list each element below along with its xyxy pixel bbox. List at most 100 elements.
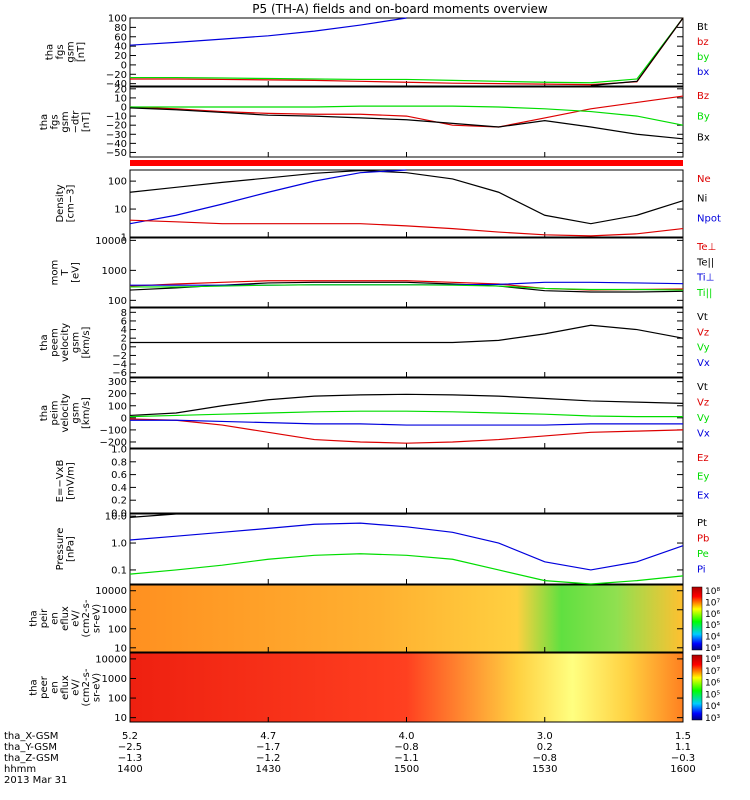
x-row-label: tha_X-GSM (4, 731, 58, 742)
y-axis-label: Pressure (55, 528, 66, 571)
x-value-x_gsm: 1.5 (675, 731, 691, 742)
y-axis-label: peer (39, 675, 50, 699)
x-value-y_gsm: 0.2 (537, 742, 553, 753)
y-tick-label: −10 (106, 112, 127, 123)
y-axis-label: tha (39, 114, 50, 130)
y-tick-label: 10 (114, 93, 127, 104)
y-axis-label: E=−VxB (55, 460, 66, 503)
y-tick-label: 10.0 (105, 512, 127, 523)
y-tick-label: 0.8 (111, 457, 127, 468)
y-tick-label: 6 (121, 316, 127, 327)
y-axis-label: eV/ (71, 679, 82, 696)
panel-frame (129, 169, 684, 238)
y-tick-label: 1000 (102, 674, 127, 685)
y-axis-label: gsm (60, 111, 71, 132)
x-value-hhmm: 1500 (394, 764, 419, 775)
x-value-x_gsm: 5.2 (122, 731, 138, 742)
y-tick-label: 0.6 (111, 470, 127, 481)
y-axis-label: eV/ (71, 610, 82, 627)
colorbar-tick: 10⁸ (705, 587, 720, 597)
x-row-label: 2013 Mar 31 (4, 775, 67, 786)
y-tick-label: 0.0 (111, 509, 127, 520)
legend-entry: Vz (697, 398, 709, 409)
x-value-y_gsm: −0.8 (394, 742, 418, 753)
y-tick-label: 0 (121, 60, 127, 71)
legend-entry: bx (697, 67, 709, 78)
x-value-z_gsm: −1.2 (256, 753, 280, 764)
x-value-z_gsm: −1.1 (394, 753, 418, 764)
x-value-z_gsm: −1.3 (118, 753, 142, 764)
panel-frame (129, 17, 684, 87)
legend-entry: Pb (697, 534, 709, 545)
series-fgs-gsm-detrended-By (130, 105, 684, 126)
series-pressure-Pe (129, 553, 684, 585)
series-peim-velocity-Vt (129, 393, 684, 417)
y-tick-label: 0.2 (111, 496, 127, 507)
colorbar-tick: 10⁴ (705, 633, 720, 643)
legend-entry: Vx (697, 429, 710, 440)
y-axis-label: fgs (55, 44, 66, 59)
y-tick-label: 10 (114, 205, 127, 216)
legend-entry: Vt (697, 382, 708, 393)
y-axis-label: tha (44, 44, 55, 60)
y-tick-label: −2 (112, 351, 127, 362)
y-axis-label: T (60, 269, 71, 277)
y-tick-label: −50 (106, 148, 127, 159)
y-axis-label: velocity (60, 393, 71, 432)
series-fgs-gsm-bz (130, 17, 684, 86)
legend-entry: Vz (697, 327, 709, 338)
series-fgs-gsm-detrended-Bz (129, 95, 684, 128)
y-axis-label: (cm2-s- (81, 599, 92, 637)
y-tick-label: 0 (121, 103, 127, 114)
panel-temperature: 10000 1000 100 mom T [eV] Te⊥ Te|| Ti⊥ Ti|| (50, 236, 716, 308)
colorbar-tick: 10⁵ (705, 621, 720, 631)
y-tick-label: 1.0 (111, 539, 127, 550)
x-value-x_gsm: 4.7 (260, 731, 276, 742)
y-tick-label: 1.0 (111, 445, 127, 456)
legend-entry: Bz (697, 91, 709, 102)
x-value-z_gsm: −0.8 (533, 753, 557, 764)
spectrogram-peir-en-eflux (130, 585, 683, 652)
colorbar-tick: 10⁶ (705, 610, 720, 620)
spectrogram-peer-en-eflux (130, 653, 683, 722)
y-axis-label: peir (39, 608, 50, 628)
y-tick-label: 10000 (95, 586, 127, 597)
y-tick-label: −20 (106, 70, 127, 81)
y-axis-label: mom (50, 260, 61, 286)
y-axis-label: fgs (50, 114, 61, 129)
colorbar-tick: 10⁷ (705, 598, 720, 608)
y-tick-label: 0 (121, 413, 127, 424)
y-tick-label: 10000 (95, 236, 127, 247)
series-peim-velocity-Vx (130, 419, 683, 426)
y-axis-label: peim (50, 400, 61, 425)
y-tick-label: 0 (121, 342, 127, 353)
legend-entry: Bt (697, 22, 708, 33)
y-tick-label: 8 (121, 308, 127, 319)
legend-entry: Vy (697, 413, 710, 424)
panel-e-vxb: 1.00.8 0.6 0.4 0.2 0.0 E=−VxB [mV/m] Ez Ey Ex (55, 445, 710, 520)
y-tick-label: 1000 (102, 266, 127, 277)
series-density-Ne (129, 219, 684, 237)
panel-density: 100 10 1 Density [cm−3] Ne Ni Npot (55, 169, 721, 244)
y-axis-label: tha (29, 610, 40, 626)
x-value-y_gsm: 1.1 (675, 742, 691, 753)
legend-entry: Ti⊥ (696, 273, 714, 284)
y-tick-label: 100 (108, 14, 127, 25)
series-pressure-Pi (129, 522, 684, 571)
legend-entry: Vt (697, 312, 708, 323)
y-axis-label: (cm2-s- (81, 668, 92, 706)
series-fgs-gsm-by (130, 17, 684, 84)
series-pressure-Pt (129, 513, 407, 518)
colorbar-tick: 10⁸ (705, 655, 720, 665)
y-tick-label: −4 (112, 360, 127, 371)
y-tick-label: −100 (100, 425, 127, 436)
panel-frame (129, 377, 684, 449)
separator-bar (130, 160, 683, 166)
y-axis-label: [cm−3] (65, 185, 76, 223)
x-row-label: tha_Y-GSM (4, 742, 57, 753)
series-temperature-Ti|| (130, 284, 684, 291)
y-tick-label: 0.1 (111, 565, 127, 576)
